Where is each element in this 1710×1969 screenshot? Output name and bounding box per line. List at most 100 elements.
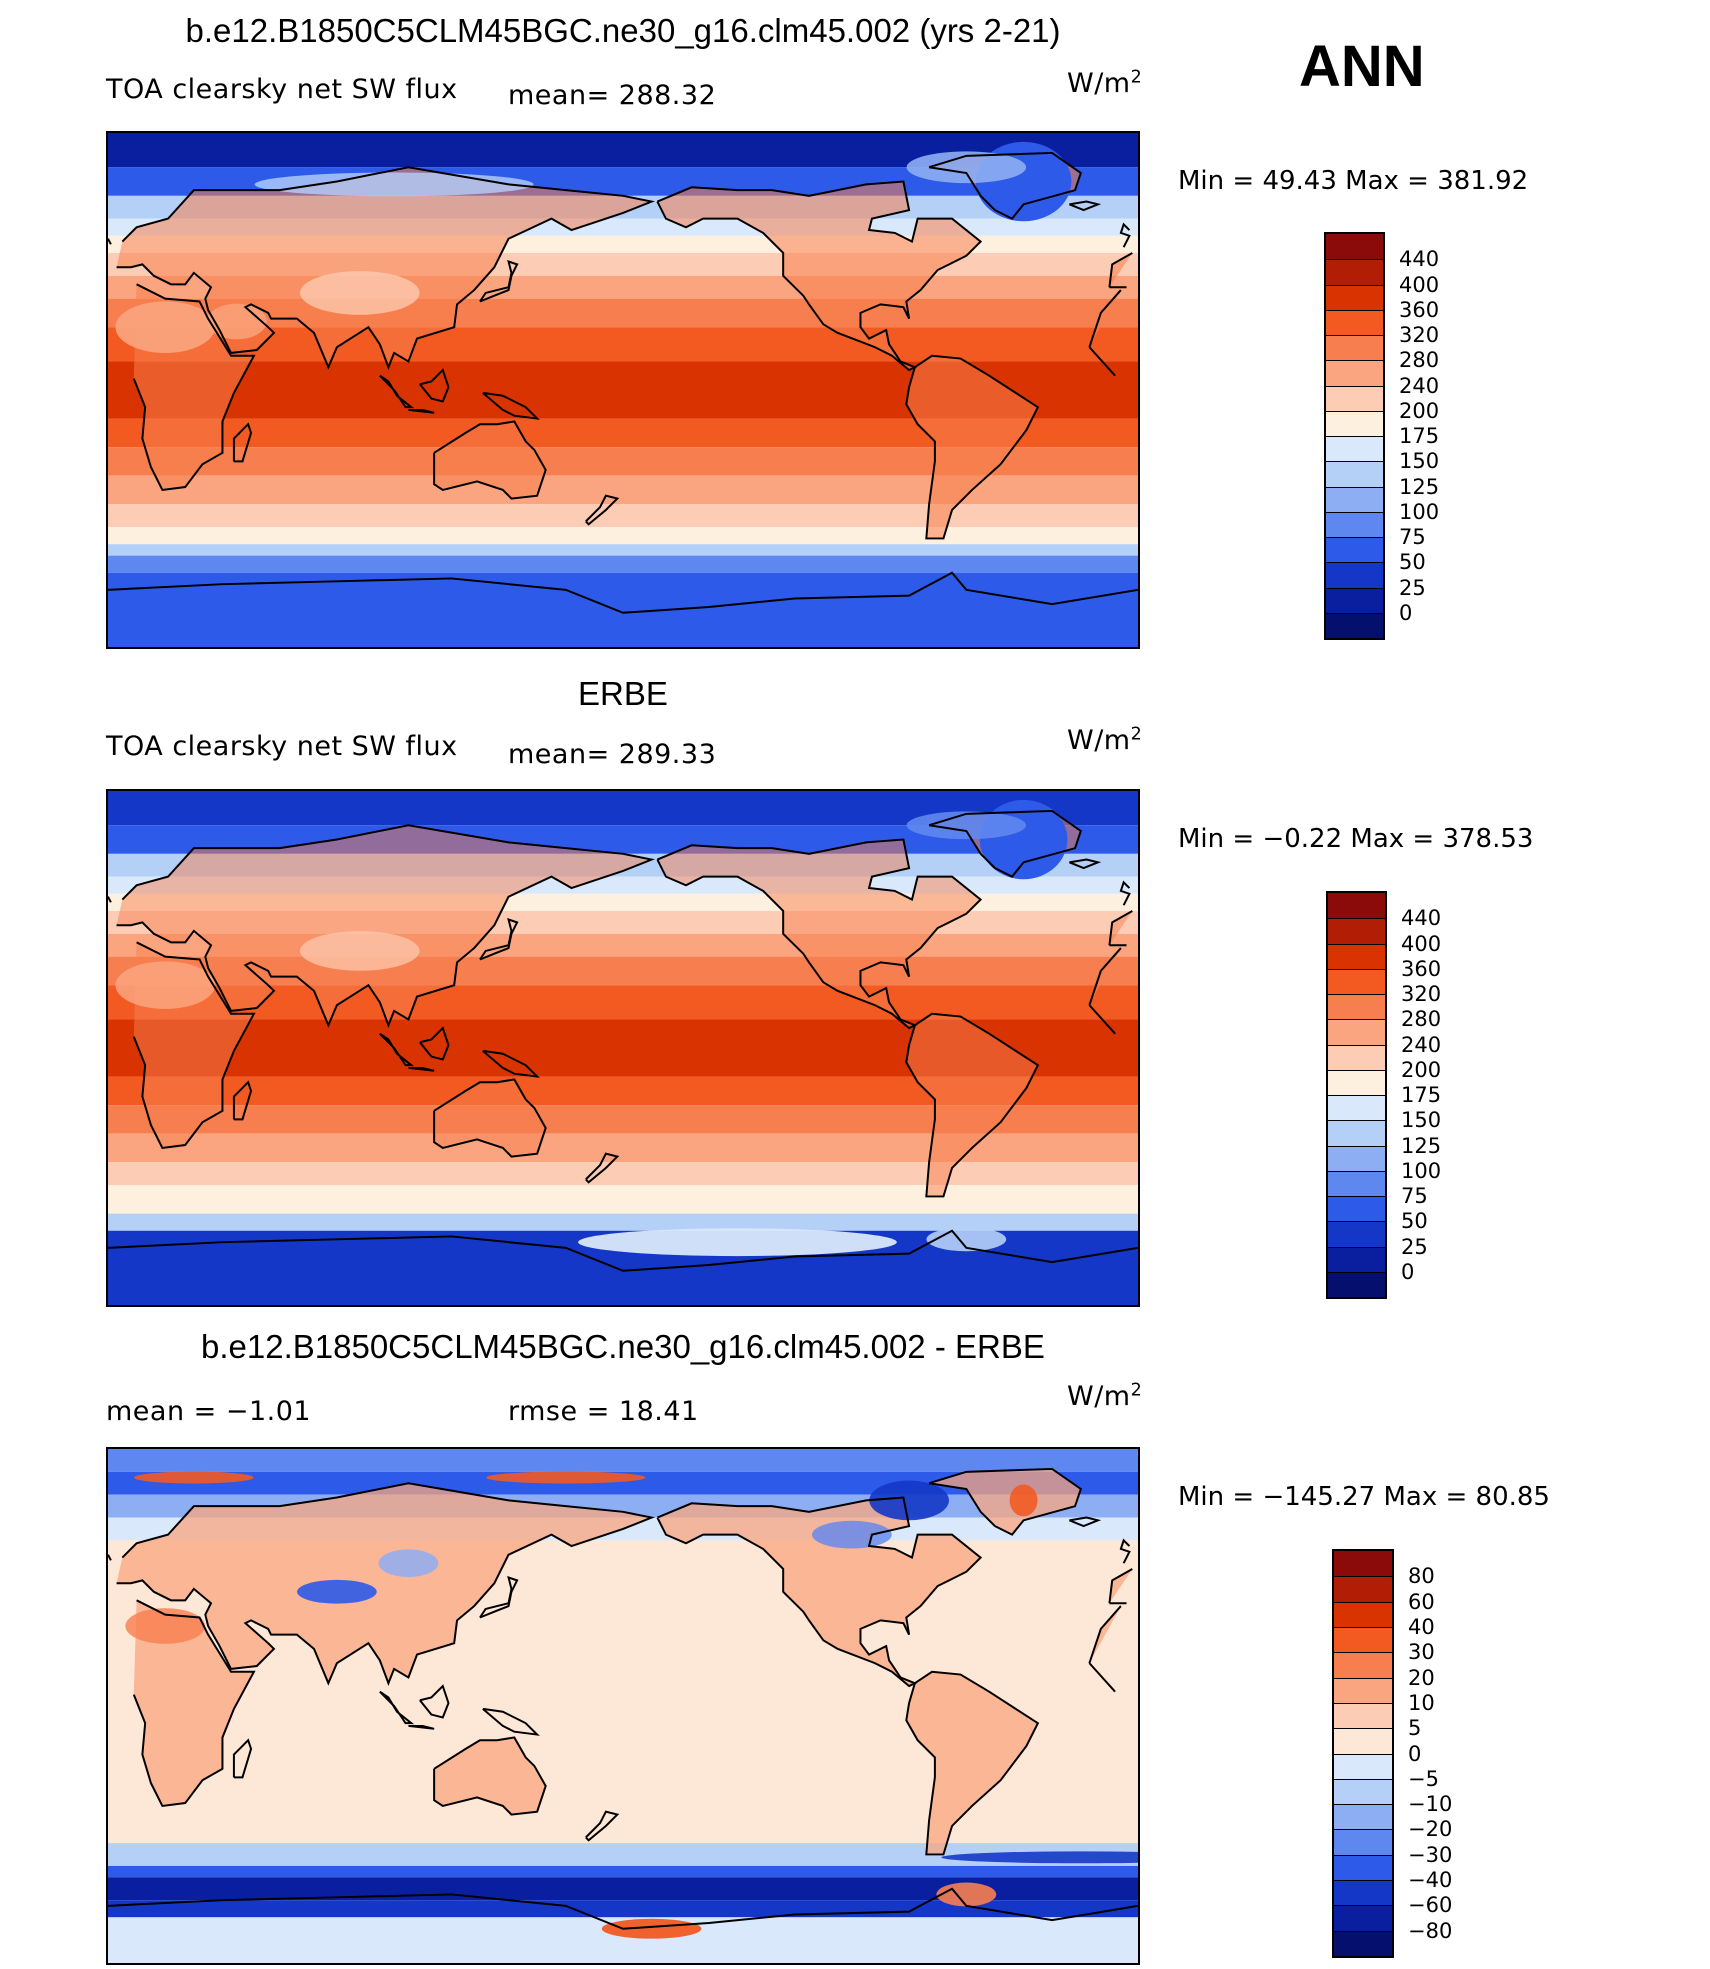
colorbar-tick-label: 200	[1401, 1057, 1442, 1082]
colorbar-tick-label: 240	[1401, 1032, 1442, 1057]
colorbar-tick-label: 0	[1408, 1741, 1422, 1766]
mean-label-model: mean= 288.32	[508, 80, 717, 111]
colorbar-tick-label: 360	[1399, 297, 1440, 322]
colorbar-swatch	[1326, 385, 1383, 411]
map-obs-plot	[108, 791, 1138, 1305]
mean-label-diff: mean = −1.01	[106, 1396, 312, 1427]
colorbar-tick-label: 400	[1399, 272, 1440, 297]
colorbar-tick-label: −40	[1408, 1868, 1453, 1893]
units-label-model: W/m2	[1067, 67, 1143, 99]
colorbar-tick-label: 80	[1408, 1564, 1435, 1589]
colorbar-swatch	[1328, 893, 1385, 919]
colorbar-tick-label: 30	[1408, 1640, 1435, 1665]
colorbar-swatch	[1326, 259, 1383, 285]
map-model-plot	[108, 133, 1138, 647]
units-label-obs: W/m2	[1067, 724, 1143, 756]
colorbar-swatch	[1326, 511, 1383, 537]
colorbar-swatch	[1334, 1677, 1392, 1703]
units-label-diff: W/m2	[1067, 1380, 1143, 1412]
colorbar-tick-label: 0	[1399, 600, 1413, 625]
colorbar-swatch	[1334, 1930, 1392, 1956]
colorbar-swatch	[1326, 410, 1383, 436]
colorbar-swatch	[1328, 943, 1385, 969]
colorbar-tick-label: 100	[1401, 1158, 1442, 1183]
colorbar-tick-label: 440	[1399, 247, 1440, 272]
colorbar-swatch	[1326, 461, 1383, 487]
colorbar-swatch	[1334, 1652, 1392, 1678]
colorbar-swatch	[1328, 1044, 1385, 1070]
colorbar-swatch	[1328, 1221, 1385, 1247]
colorbar-obs	[1326, 891, 1387, 1299]
colorbar-swatch	[1334, 1601, 1392, 1627]
colorbar-swatch	[1328, 1246, 1385, 1272]
colorbar-swatch	[1334, 1854, 1392, 1881]
colorbar-tick-label: 125	[1401, 1133, 1442, 1158]
colorbar-tick-label: 320	[1401, 982, 1442, 1006]
colorbar-swatch	[1334, 1778, 1392, 1805]
colorbar-swatch	[1326, 562, 1383, 588]
map-obs	[106, 789, 1140, 1307]
colorbar-swatch	[1334, 1880, 1392, 1906]
colorbar-swatch	[1326, 436, 1383, 462]
colorbar-swatch	[1334, 1829, 1392, 1855]
colorbar-swatch	[1334, 1728, 1392, 1754]
colorbar-swatch	[1328, 918, 1385, 944]
colorbar-swatch	[1334, 1626, 1392, 1653]
colorbar-swatch	[1328, 1170, 1385, 1196]
colorbar-tick-label: 25	[1401, 1234, 1428, 1259]
colorbar-tick-label: 75	[1401, 1184, 1428, 1208]
colorbar-swatch	[1326, 309, 1383, 335]
panel-title-obs: ERBE	[578, 675, 668, 712]
season-label: ANN	[1299, 34, 1425, 99]
colorbar-tick-label: 320	[1399, 323, 1440, 347]
colorbar-tick-label: 125	[1399, 474, 1440, 499]
map-diff-plot	[108, 1449, 1138, 1963]
colorbar-swatch	[1328, 1145, 1385, 1171]
colorbar-tick-label: 50	[1399, 550, 1426, 575]
colorbar-tick-label: 10	[1408, 1690, 1435, 1715]
colorbar-swatch	[1326, 612, 1383, 638]
colorbar-swatch	[1326, 537, 1383, 563]
minmax-model: Min = 49.43 Max = 381.92	[1178, 166, 1529, 196]
colorbar-tick-label: 280	[1399, 348, 1440, 373]
rmse-label-diff: rmse = 18.41	[508, 1396, 699, 1427]
colorbar-tick-label: 75	[1399, 525, 1426, 549]
colorbar-swatch	[1334, 1804, 1392, 1830]
colorbar-tick-label: 100	[1399, 499, 1440, 524]
colorbar-tick-label: 0	[1401, 1259, 1415, 1284]
colorbar-tick-label: 175	[1399, 424, 1440, 448]
minmax-diff: Min = −145.27 Max = 80.85	[1178, 1482, 1550, 1512]
colorbar-swatch	[1326, 486, 1383, 512]
colorbar-tick-label: −10	[1408, 1792, 1453, 1817]
colorbar-swatch	[1328, 1069, 1385, 1095]
colorbar-swatch	[1328, 1271, 1385, 1297]
colorbar-tick-label: −20	[1408, 1817, 1453, 1842]
colorbar-tick-label: 40	[1408, 1614, 1435, 1639]
colorbar-tick-label: 440	[1401, 906, 1442, 931]
colorbar-tick-label: 175	[1401, 1083, 1442, 1107]
colorbar-tick-label: 400	[1401, 931, 1442, 956]
colorbar-swatch	[1326, 360, 1383, 386]
colorbar-swatch	[1334, 1702, 1392, 1729]
colorbar-tick-label: −30	[1408, 1842, 1453, 1867]
colorbar-swatch	[1334, 1551, 1392, 1577]
colorbar-tick-label: 240	[1399, 373, 1440, 398]
colorbar-swatch	[1326, 587, 1383, 613]
colorbar-tick-label: 25	[1399, 575, 1426, 600]
variable-label-obs: TOA clearsky net SW flux	[106, 731, 458, 762]
colorbar-model	[1324, 232, 1385, 640]
colorbar-tick-label: 150	[1399, 449, 1440, 474]
colorbar-swatch	[1328, 1196, 1385, 1222]
colorbar-swatch	[1328, 994, 1385, 1020]
colorbar-tick-label: 20	[1408, 1665, 1435, 1690]
colorbar-tick-label: −80	[1408, 1918, 1453, 1943]
colorbar-swatch	[1328, 1120, 1385, 1146]
colorbar-swatch	[1326, 284, 1383, 310]
colorbar-swatch	[1328, 968, 1385, 994]
colorbar-swatch	[1328, 1095, 1385, 1121]
colorbar-diff	[1332, 1549, 1394, 1958]
mean-label-obs: mean= 289.33	[508, 739, 717, 770]
colorbar-tick-label: 60	[1408, 1589, 1435, 1614]
panel-title-diff: b.e12.B1850C5CLM45BGC.ne30_g16.clm45.002…	[201, 1328, 1045, 1365]
colorbar-swatch	[1328, 1019, 1385, 1045]
